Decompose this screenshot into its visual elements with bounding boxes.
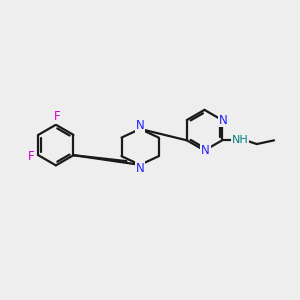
Text: N: N — [136, 162, 145, 175]
Text: F: F — [28, 150, 34, 163]
Text: N: N — [201, 144, 210, 157]
Text: NH: NH — [232, 135, 248, 145]
Text: N: N — [219, 113, 228, 127]
Text: N: N — [136, 119, 145, 132]
Text: F: F — [54, 110, 60, 123]
